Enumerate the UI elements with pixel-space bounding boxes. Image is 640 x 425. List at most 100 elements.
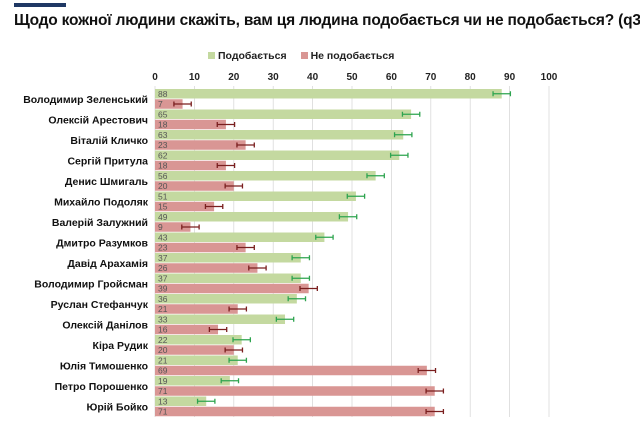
category-label: Олексій Арестович [48,115,148,127]
bar-dislike [155,345,234,355]
data-label: 26 [158,263,168,273]
data-label: 23 [158,140,168,150]
x-tick-label: 100 [541,72,558,83]
legend-item-like: Подобається [208,50,287,62]
bar-dislike [155,365,427,376]
x-tick-label: 30 [268,72,280,83]
category-label: Олексій Данілов [62,320,148,332]
legend: Подобається Не подобається [208,50,394,62]
category-label: Михайло Подоляк [54,197,149,209]
bar-like [155,191,356,201]
category-label: Володимир Гройсман [34,279,148,291]
bar-dislike [155,160,226,171]
legend-swatch-dislike [300,52,308,59]
bar-dislike [155,119,226,130]
bar-dislike [155,324,219,335]
data-label: 19 [158,376,168,386]
bar-like [155,212,349,222]
bar-dislike [155,242,246,253]
category-label: Сергій Притула [67,156,148,168]
category-label: Дмитро Разумков [56,238,148,250]
bar-like [155,294,297,304]
data-label: 18 [158,161,168,171]
category-label: Денис Шмигаль [65,176,149,188]
x-tick-label: 0 [152,72,158,83]
category-label: Юрій Бойко [87,402,148,414]
data-label: 71 [158,386,168,396]
bar-like [155,109,412,119]
data-label: 7 [158,99,163,109]
data-label: 71 [158,407,168,417]
category-label: Петро Порошенко [55,381,148,393]
chart-title: Щодо кожної людини скажіть, вам ця людин… [14,12,640,29]
bar-dislike [155,140,246,150]
category-label: Юлія Тимошенко [60,361,148,373]
bar-dislike [155,406,435,417]
data-label: 23 [158,243,168,253]
data-label: 16 [158,325,168,335]
bar-like [155,273,301,283]
bar-like [155,253,301,263]
bar-like [155,376,230,386]
bar-dislike [155,201,215,212]
bar-dislike [155,283,309,294]
data-label: 20 [158,181,168,191]
accent-bar [14,3,66,7]
legend-label-like: Подобається [218,50,287,62]
category-label: Кіра Рудик [93,340,149,352]
data-label: 33 [158,314,168,324]
data-label: 56 [158,171,168,181]
data-label: 37 [158,273,168,283]
legend-label-dislike: Не подобається [310,50,395,62]
data-label: 88 [158,89,168,99]
data-label: 65 [158,109,168,119]
bar-dislike [155,263,258,273]
bar-dislike [155,99,183,109]
legend-item-dislike: Не подобається [300,50,395,62]
bar-like [155,314,286,324]
bar-like [155,150,400,160]
data-label: 63 [158,130,168,140]
data-label: 20 [158,345,168,355]
bar-like [155,355,238,365]
data-label: 21 [158,304,168,314]
x-tick-label: 70 [425,72,437,83]
x-tick-label: 10 [189,72,201,83]
data-label: 62 [158,150,168,160]
category-label: Валерій Залужний [52,217,148,229]
data-label: 36 [158,294,168,304]
data-label: 9 [158,222,163,232]
x-tick-label: 60 [386,72,398,83]
x-tick-label: 90 [504,72,516,83]
data-label: 43 [158,232,168,242]
data-label: 18 [158,120,168,130]
bar-like [155,89,502,99]
bar-like [155,232,325,242]
category-label: Володимир Зеленський [23,94,148,106]
legend-swatch-like [208,52,215,59]
data-label: 51 [158,191,168,201]
data-label: 15 [158,202,168,212]
data-label: 69 [158,366,168,376]
category-label: Віталій Кличко [70,135,148,147]
data-label: 21 [158,355,168,365]
bar-dislike [155,304,238,314]
bar-like [155,171,376,181]
bar-dislike [155,386,435,396]
category-label: Руслан Стефанчук [51,299,149,311]
bar-dislike [155,222,191,232]
data-label: 22 [158,335,168,345]
bar-like [155,396,207,406]
category-label: Давід Арахамія [67,258,148,270]
data-label: 13 [158,396,168,406]
x-tick-label: 50 [346,72,358,83]
x-tick-label: 20 [228,72,240,83]
bar-like [155,335,242,345]
data-label: 39 [158,284,168,294]
x-tick-label: 40 [307,72,319,83]
x-tick-label: 80 [465,72,477,83]
bar-dislike [155,181,234,191]
data-label: 37 [158,253,168,263]
